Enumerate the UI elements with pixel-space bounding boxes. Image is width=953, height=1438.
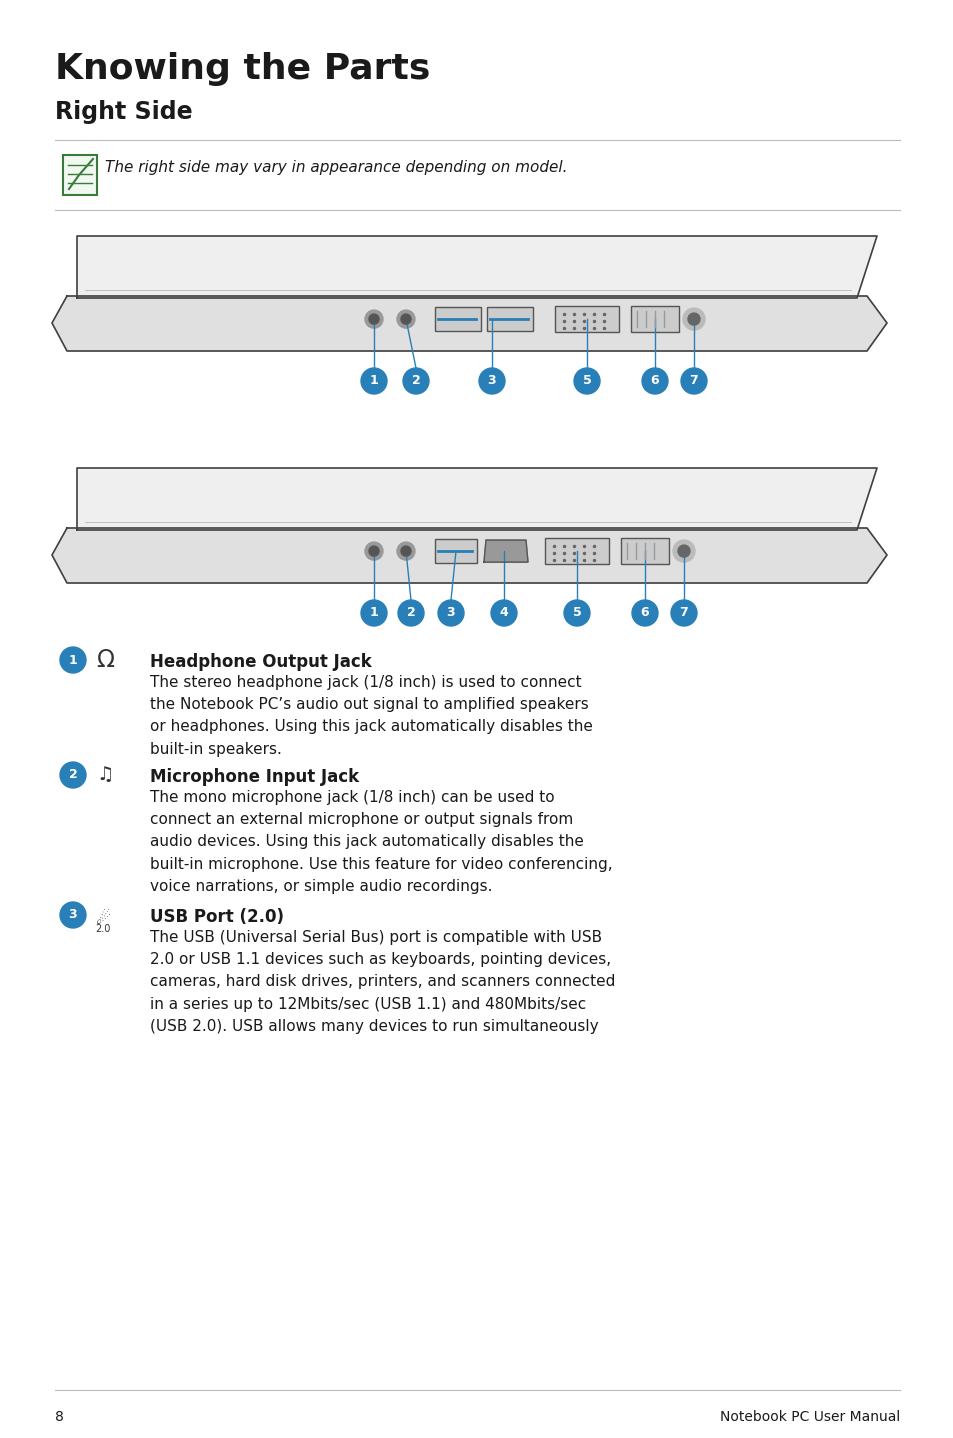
Text: The stereo headphone jack (1/8 inch) is used to connect
the Notebook PC’s audio : The stereo headphone jack (1/8 inch) is … [150, 674, 592, 756]
Text: Microphone Input Jack: Microphone Input Jack [150, 768, 358, 787]
FancyBboxPatch shape [630, 306, 679, 332]
FancyBboxPatch shape [620, 538, 668, 564]
FancyBboxPatch shape [63, 155, 97, 196]
Text: 3: 3 [446, 607, 455, 620]
Circle shape [400, 313, 411, 324]
Circle shape [365, 311, 382, 328]
Circle shape [60, 647, 86, 673]
FancyBboxPatch shape [435, 539, 476, 564]
FancyBboxPatch shape [486, 308, 533, 331]
Circle shape [60, 762, 86, 788]
Circle shape [437, 600, 463, 626]
Text: 2: 2 [69, 768, 77, 781]
Text: Notebook PC User Manual: Notebook PC User Manual [719, 1411, 899, 1424]
Text: 7: 7 [679, 607, 688, 620]
Circle shape [396, 311, 415, 328]
Circle shape [60, 902, 86, 928]
FancyBboxPatch shape [544, 538, 608, 564]
Circle shape [672, 541, 695, 562]
FancyBboxPatch shape [555, 306, 618, 332]
Polygon shape [77, 236, 876, 298]
Circle shape [563, 600, 589, 626]
Circle shape [369, 546, 378, 557]
Circle shape [687, 313, 700, 325]
Text: 3: 3 [487, 374, 496, 387]
Text: 8: 8 [55, 1411, 64, 1424]
Circle shape [369, 313, 378, 324]
Polygon shape [52, 528, 886, 582]
Text: 3: 3 [69, 909, 77, 922]
Text: 6: 6 [640, 607, 649, 620]
Text: Headphone Output Jack: Headphone Output Jack [150, 653, 372, 672]
Circle shape [360, 600, 387, 626]
Circle shape [680, 368, 706, 394]
Circle shape [491, 600, 517, 626]
Text: 2.0: 2.0 [95, 925, 111, 935]
Text: The USB (Universal Serial Bus) port is compatible with USB
2.0 or USB 1.1 device: The USB (Universal Serial Bus) port is c… [150, 930, 615, 1034]
Text: 2: 2 [406, 607, 415, 620]
Text: Right Side: Right Side [55, 101, 193, 124]
Text: 5: 5 [582, 374, 591, 387]
Circle shape [396, 542, 415, 559]
Text: 2: 2 [411, 374, 420, 387]
Text: 5: 5 [572, 607, 580, 620]
Text: ♫: ♫ [96, 765, 113, 785]
Circle shape [682, 308, 704, 331]
Text: 1: 1 [369, 607, 378, 620]
Text: The right side may vary in appearance depending on model.: The right side may vary in appearance de… [105, 160, 567, 175]
Circle shape [400, 546, 411, 557]
Text: 1: 1 [69, 653, 77, 666]
Text: USB Port (2.0): USB Port (2.0) [150, 907, 284, 926]
Circle shape [641, 368, 667, 394]
Polygon shape [52, 296, 886, 351]
Circle shape [670, 600, 697, 626]
Text: Ω: Ω [96, 649, 113, 672]
Text: 4: 4 [499, 607, 508, 620]
Text: The mono microphone jack (1/8 inch) can be used to
connect an external microphon: The mono microphone jack (1/8 inch) can … [150, 789, 612, 894]
Text: 6: 6 [650, 374, 659, 387]
Text: 1: 1 [369, 374, 378, 387]
Circle shape [631, 600, 658, 626]
Circle shape [402, 368, 429, 394]
Text: Knowing the Parts: Knowing the Parts [55, 52, 430, 86]
Circle shape [365, 542, 382, 559]
Circle shape [397, 600, 423, 626]
Polygon shape [77, 467, 876, 531]
Polygon shape [483, 541, 527, 562]
Circle shape [478, 368, 504, 394]
Circle shape [678, 545, 689, 557]
FancyBboxPatch shape [435, 308, 480, 331]
Circle shape [574, 368, 599, 394]
Text: ☄: ☄ [95, 910, 111, 928]
Circle shape [360, 368, 387, 394]
Text: 7: 7 [689, 374, 698, 387]
